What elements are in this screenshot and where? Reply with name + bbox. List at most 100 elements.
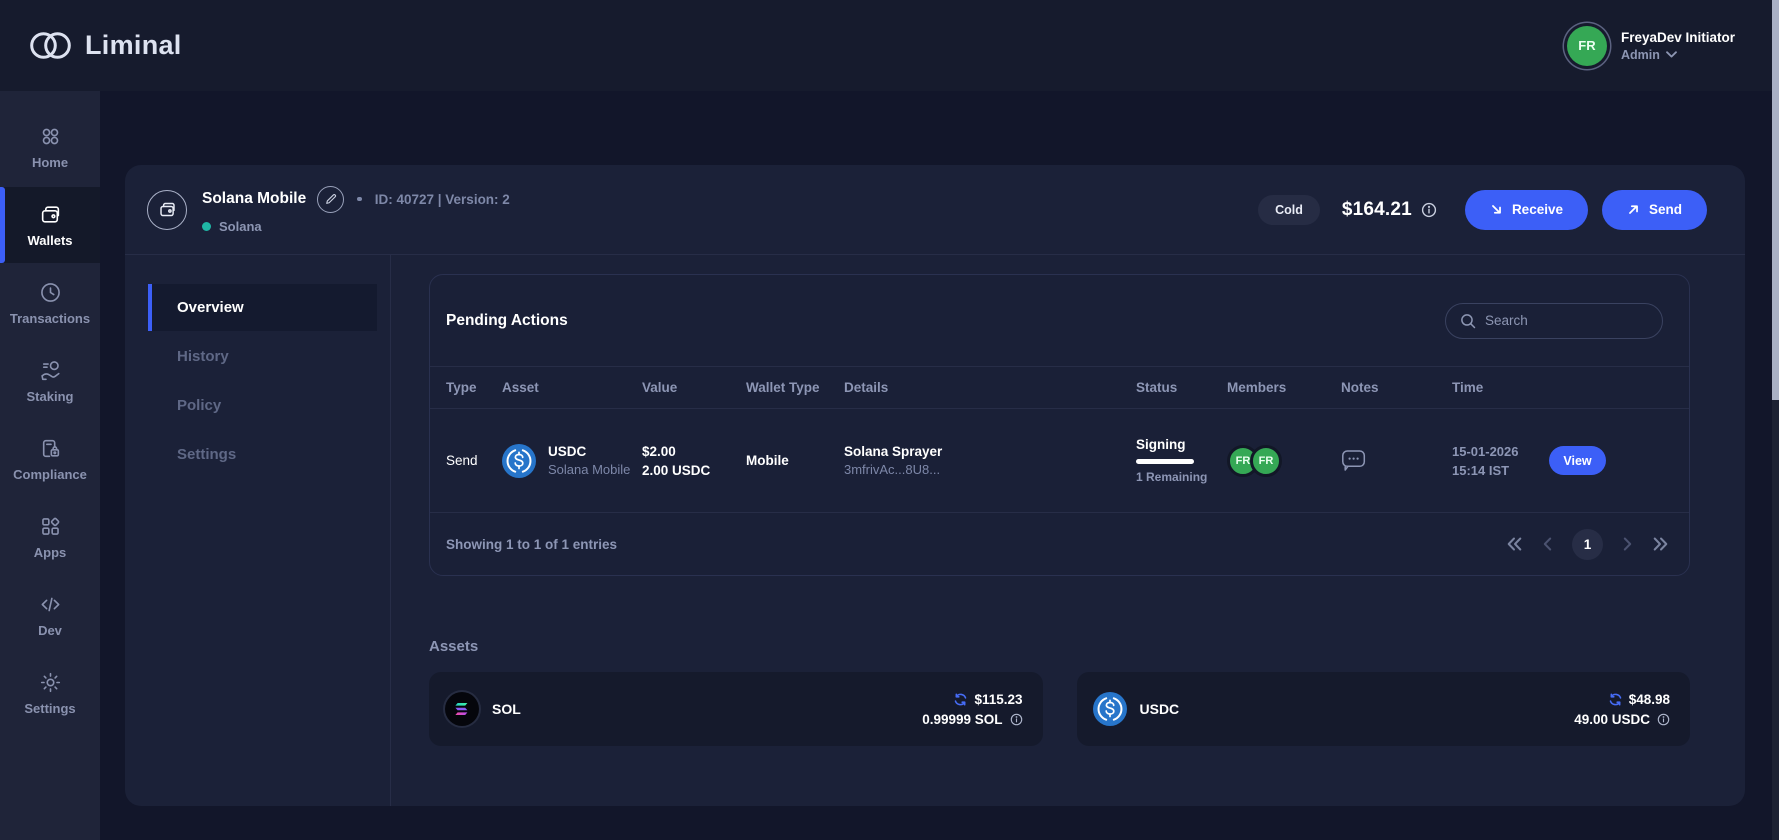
sidebar-label: Apps	[33, 544, 67, 560]
row-value-fiat: $2.00	[642, 443, 676, 459]
row-members: FR FR	[1227, 444, 1341, 477]
staking-hand-coin-icon	[39, 359, 62, 382]
col-time: Time	[1452, 380, 1484, 395]
row-details-address: 3mfrivAc...8U8...	[844, 462, 941, 477]
sidebar-label: Staking	[26, 388, 74, 404]
user-menu[interactable]: FR FreyaDev Initiator Admin	[1566, 25, 1735, 66]
asset-card-usdc: USDC $48.98 49.00 USDC	[1076, 672, 1690, 746]
notes-comment-icon[interactable]	[1341, 449, 1452, 473]
row-wallet-type: Mobile	[746, 453, 789, 468]
wallet-name: Solana Mobile	[202, 190, 307, 207]
asset-symbol: USDC	[1139, 701, 1180, 717]
active-indicator	[0, 187, 5, 263]
col-wallet-type: Wallet Type	[746, 380, 820, 395]
top-bar: Liminal FR FreyaDev Initiator Admin	[0, 0, 1779, 91]
receive-arrow-icon	[1490, 203, 1503, 216]
code-icon	[39, 593, 62, 616]
next-page-button[interactable]	[1622, 537, 1633, 551]
tab-label: Policy	[177, 397, 222, 414]
double-chevron-right-icon	[1653, 537, 1668, 551]
scrollbar-thumb[interactable]	[1772, 0, 1779, 400]
col-notes: Notes	[1341, 380, 1379, 395]
clock-icon	[39, 281, 62, 304]
wallet-id-version: ID: 40727 | Version: 2	[374, 191, 510, 207]
active-tab-indicator	[148, 284, 152, 331]
refresh-price-icon[interactable]	[954, 693, 967, 706]
receive-label: Receive	[1511, 202, 1563, 217]
row-status-remaining: 1 Remaining	[1136, 470, 1208, 484]
view-action-button[interactable]: View	[1549, 446, 1606, 475]
table-row: Send USDC Solana Mobile $2.00 2.00 USDC	[430, 409, 1689, 513]
wallet-header: Solana Mobile ID: 40727 | Version: 2 Sol…	[125, 165, 1745, 255]
wallet-balance: $164.21	[1341, 198, 1412, 220]
last-page-button[interactable]	[1652, 537, 1669, 551]
first-page-button[interactable]	[1506, 537, 1523, 551]
previous-page-button[interactable]	[1542, 537, 1553, 551]
refresh-price-icon[interactable]	[1609, 693, 1622, 706]
entries-summary: Showing 1 to 1 of 1 entries	[446, 536, 618, 552]
sidebar-item-compliance[interactable]: Compliance	[0, 421, 100, 497]
sidebar-item-wallets[interactable]: Wallets	[0, 187, 100, 263]
sol-coin-icon	[445, 692, 479, 726]
brand-logo[interactable]: Liminal	[30, 29, 182, 62]
asset-card-sol: SOL $115.23 0.99999 SOL	[429, 672, 1043, 746]
sidebar-item-transactions[interactable]: Transactions	[0, 265, 100, 341]
pending-actions-panel: Pending Actions Type Asset Value Wallet …	[429, 274, 1690, 576]
signing-progress-bar	[1136, 459, 1194, 464]
chevron-down-icon	[1665, 51, 1677, 58]
sidebar-item-staking[interactable]: Staking	[0, 343, 100, 419]
sidebar-label: Compliance	[13, 466, 87, 482]
row-time-date: 15-01-2026	[1452, 443, 1519, 459]
row-status: Signing	[1136, 437, 1186, 452]
sidebar-label: Wallets	[27, 232, 73, 248]
search-input[interactable]	[1485, 313, 1648, 328]
send-button[interactable]: Send	[1601, 189, 1707, 230]
receive-button[interactable]: Receive	[1464, 189, 1588, 230]
row-details-name: Solana Sprayer	[844, 444, 943, 459]
member-avatar: FR	[1250, 444, 1282, 477]
chevron-right-icon	[1623, 537, 1632, 551]
wallet-page-card: Solana Mobile ID: 40727 | Version: 2 Sol…	[125, 165, 1745, 806]
user-role-dropdown[interactable]: Admin	[1621, 48, 1735, 62]
pending-actions-title: Pending Actions	[446, 311, 568, 329]
tab-label: Settings	[177, 446, 237, 463]
sidebar-item-dev[interactable]: Dev	[0, 577, 100, 653]
sidebar-item-settings[interactable]: Settings	[0, 655, 100, 731]
col-asset: Asset	[502, 380, 539, 395]
asset-amount: 0.99999 SOL	[922, 711, 1003, 727]
send-label: Send	[1648, 202, 1682, 217]
pagination: 1	[1506, 528, 1669, 560]
assets-title: Assets	[429, 638, 479, 655]
home-grid-icon	[39, 125, 62, 148]
col-members: Members	[1227, 380, 1287, 395]
user-name: FreyaDev Initiator	[1620, 29, 1735, 45]
page-number[interactable]: 1	[1572, 528, 1603, 560]
asset-info-icon[interactable]	[1010, 713, 1023, 726]
sidebar-label: Settings	[24, 700, 76, 716]
double-chevron-left-icon	[1507, 537, 1522, 551]
row-asset-wallet: Solana Mobile	[548, 462, 631, 477]
edit-wallet-name-button[interactable]	[317, 185, 345, 213]
sidebar-item-home[interactable]: Home	[0, 109, 100, 185]
scrollbar-track	[1772, 0, 1779, 840]
tab-history[interactable]: History	[148, 333, 377, 380]
table-footer: Showing 1 to 1 of 1 entries 1	[430, 513, 1689, 575]
search-icon	[1460, 313, 1476, 329]
tab-policy[interactable]: Policy	[148, 382, 377, 429]
gear-icon	[39, 671, 62, 694]
sidebar-label: Dev	[38, 622, 62, 638]
sidebar-item-apps[interactable]: Apps	[0, 499, 100, 575]
separator-dot	[357, 196, 362, 202]
usdc-coin-icon	[1092, 692, 1127, 726]
network-name: Solana	[219, 218, 262, 234]
sidebar-label: Transactions	[9, 310, 91, 326]
sidebar-label: Home	[31, 154, 69, 170]
tab-settings[interactable]: Settings	[148, 431, 377, 478]
row-type: Send	[446, 453, 478, 468]
tab-overview[interactable]: Overview	[148, 284, 377, 331]
tab-label: History	[177, 348, 229, 365]
cold-wallet-badge: Cold	[1258, 194, 1320, 225]
asset-info-icon[interactable]	[1657, 713, 1670, 726]
balance-info-icon[interactable]	[1421, 202, 1437, 218]
user-role-label: Admin	[1620, 47, 1660, 62]
